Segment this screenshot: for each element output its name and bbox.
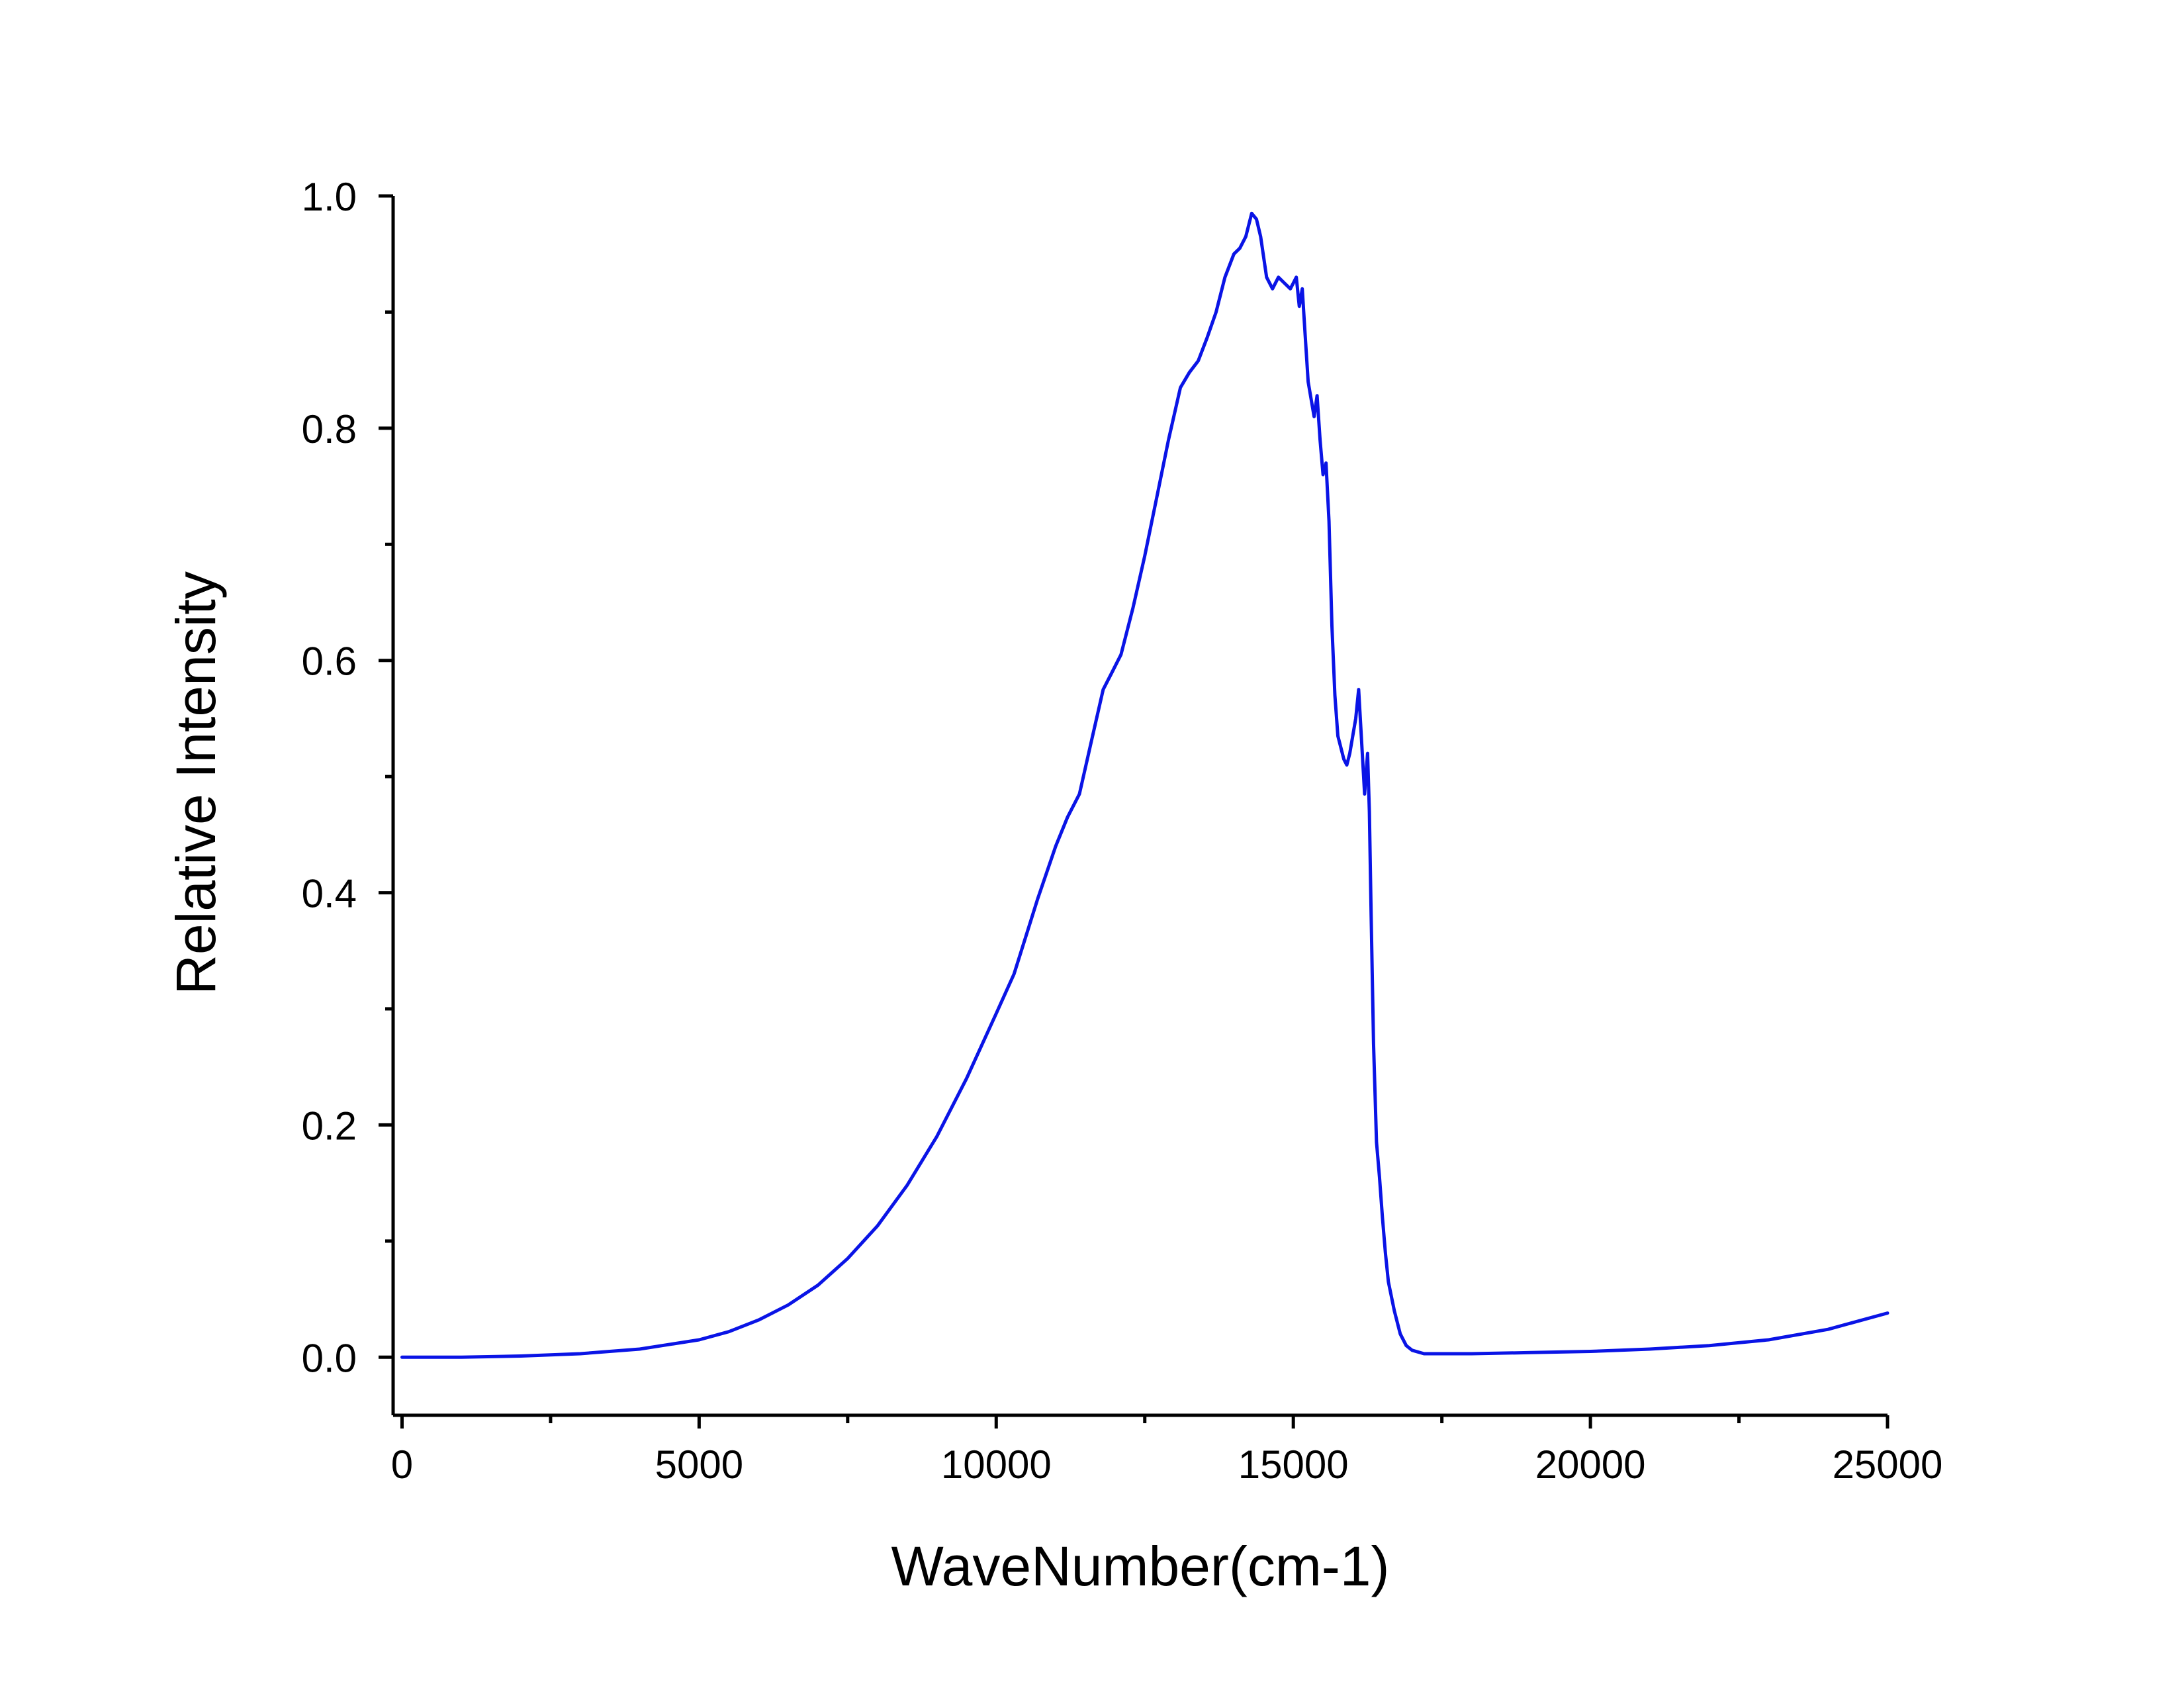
y-tick-label: 0.0 xyxy=(302,1336,357,1380)
y-tick-label: 1.0 xyxy=(302,175,357,219)
y-tick-label: 0.6 xyxy=(302,639,357,684)
series-line-0 xyxy=(400,211,1889,1359)
y-tick-label: 0.8 xyxy=(302,407,357,451)
y-tick-label: 0.4 xyxy=(302,872,357,916)
x-tick-label: 0 xyxy=(391,1442,413,1487)
plot-layer xyxy=(400,211,1889,1359)
x-tick-label: 20000 xyxy=(1535,1442,1646,1487)
x-tick-label: 10000 xyxy=(941,1442,1052,1487)
axes-layer xyxy=(391,196,1888,1417)
x-tick-label: 15000 xyxy=(1238,1442,1349,1487)
y-tick-label: 0.2 xyxy=(302,1103,357,1148)
tick-layer: 0 5000 10000 15000 20000 25000 0.0 0.2 0.4 0.6 0.8… xyxy=(302,175,1943,1487)
x-tick-label: 25000 xyxy=(1833,1442,1943,1487)
y-axis-title: Relative Intensity xyxy=(165,571,227,995)
x-tick-label: 5000 xyxy=(655,1442,743,1487)
x-axis-title: WaveNumber(cm-1) xyxy=(891,1535,1390,1597)
